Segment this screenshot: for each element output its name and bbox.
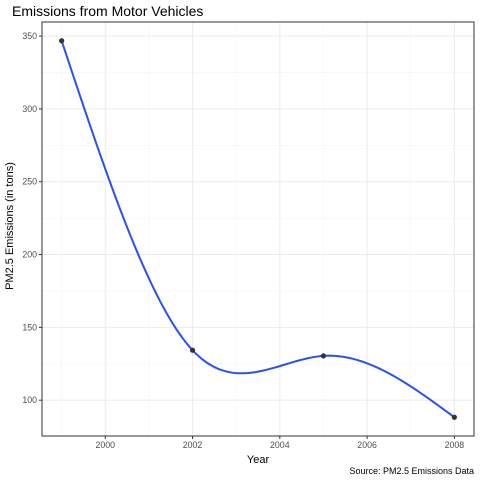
plot-area [41,21,475,437]
x-tick-label: 2002 [183,440,203,450]
minor-gridlines [42,22,474,436]
y-tick-label: 150 [22,322,37,332]
data-point [189,347,196,353]
x-tick-label: 2006 [357,440,377,450]
y-tick-label: 200 [22,250,37,260]
x-tick-label: 2008 [445,440,465,450]
y-tick-label: 100 [22,395,37,405]
series-line [60,40,455,419]
y-axis: 100 150 200 250 300 350 [22,31,42,405]
x-tick-label: 2004 [270,440,290,450]
y-tick-label: 350 [22,31,37,41]
data-point [59,38,65,44]
chart-title: Emissions from Motor Vehicles [12,3,203,19]
data-point [451,414,457,420]
y-tick-label: 250 [22,177,37,187]
data-points [59,38,457,420]
data-point [320,353,327,359]
x-axis: 2000 2002 2004 2006 2008 [95,436,464,450]
x-tick-label: 2000 [95,440,115,450]
x-axis-title: Year [247,454,270,466]
major-gridlines [42,22,474,436]
y-tick-label: 300 [22,104,37,114]
panel-border [41,21,475,437]
chart-caption: Source: PM2.5 Emissions Data [349,466,474,476]
y-axis-title: PM2.5 Emissions (in tons) [4,162,16,290]
